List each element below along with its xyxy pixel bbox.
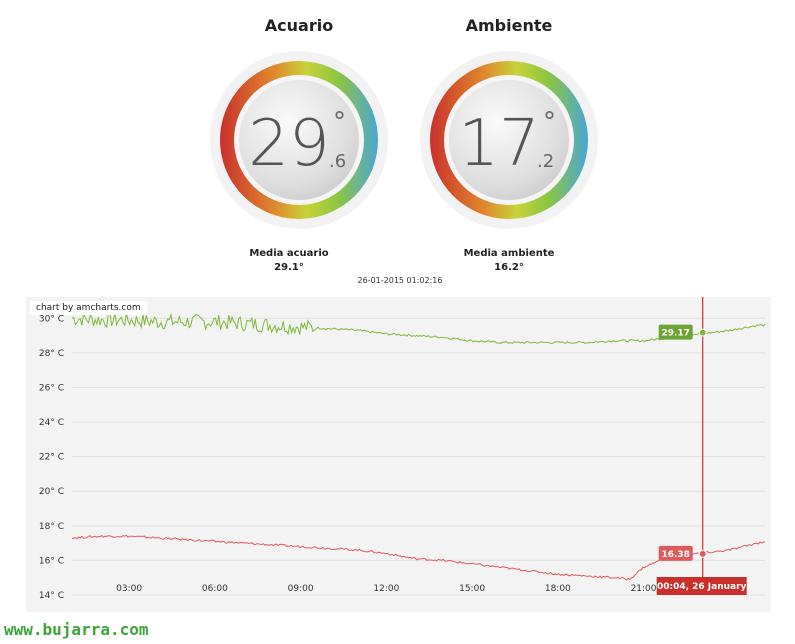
series-line-0 (71, 312, 766, 345)
cursor-point-0 (698, 328, 707, 337)
amcharts-credit-link[interactable]: chart by amcharts.com (30, 301, 147, 315)
average-ambiente: Media ambiente 16.2° (419, 247, 599, 275)
last-update-timestamp: 26-01-2015 01:02:16 (357, 276, 443, 285)
y-tick-label: 22° C (39, 453, 64, 463)
average-acuario-label: Media acuario (249, 248, 329, 259)
gauge-value-decimal: .2 (537, 151, 554, 172)
gauge-degree-symbol: ° (543, 107, 556, 137)
gauges-panel: Acuario Ambiente 29 .6 ° (0, 0, 795, 295)
cursor-point-1 (698, 549, 707, 558)
average-ambiente-value: 16.2° (494, 262, 524, 273)
y-tick-label: 16° C (39, 556, 64, 566)
x-tick-label: 12:00 (373, 584, 399, 594)
gauge-face (449, 80, 569, 200)
average-acuario: Media acuario 29.1° (199, 247, 379, 275)
x-tick-label: 03:00 (116, 584, 142, 594)
gauge-value-big: 17 (458, 107, 539, 181)
cursor-date-balloon (656, 577, 747, 595)
x-tick-label: 21:00 (631, 584, 657, 594)
x-tick-label: 06:00 (202, 584, 228, 594)
x-tick-label: 15:00 (459, 584, 485, 594)
x-tick-label: 18:00 (545, 584, 571, 594)
gauge-acuario: 29 .6 ° (210, 51, 388, 229)
gauge-value-decimal: .6 (329, 151, 346, 172)
temperature-chart[interactable]: 30° C 28° C 26° C 24° C 22° C 20° C 18° C 16° C… (26, 297, 771, 612)
gauge-face (239, 80, 359, 200)
y-tick-label: 24° C (39, 418, 64, 428)
site-footer-url[interactable]: www.bujarra.com (4, 620, 149, 639)
series-line-1 (71, 534, 766, 581)
gauge-title-acuario: Acuario (264, 16, 334, 35)
gauge-degree-symbol: ° (333, 107, 346, 137)
gauge-value-big: 29 (248, 107, 329, 181)
y-tick-label: 28° C (39, 349, 64, 359)
cursor-value-balloon-1 (658, 545, 693, 561)
chart-svg[interactable]: 30° C 28° C 26° C 24° C 22° C 20° C 18° C 16° C… (26, 297, 771, 612)
y-tick-label: 20° C (39, 487, 64, 497)
y-tick-label: 26° C (39, 383, 64, 393)
x-tick-label: 09:00 (288, 584, 314, 594)
y-tick-label: 14° C (39, 591, 64, 601)
y-tick-label: 30° C (39, 314, 64, 324)
average-acuario-value: 29.1° (274, 262, 304, 273)
average-ambiente-label: Media ambiente (463, 248, 555, 259)
cursor-value-label-0: 29.17 (661, 329, 689, 339)
cursor-value-balloon-0 (658, 324, 693, 340)
cursor-value-label-1: 16.38 (661, 550, 689, 560)
y-tick-label: 18° C (39, 522, 64, 532)
gauge-ambiente: 17 .2 ° (420, 51, 598, 229)
gauge-title-ambiente: Ambiente (465, 16, 553, 35)
cursor-date-label: 00:04, 26 January (657, 582, 747, 592)
